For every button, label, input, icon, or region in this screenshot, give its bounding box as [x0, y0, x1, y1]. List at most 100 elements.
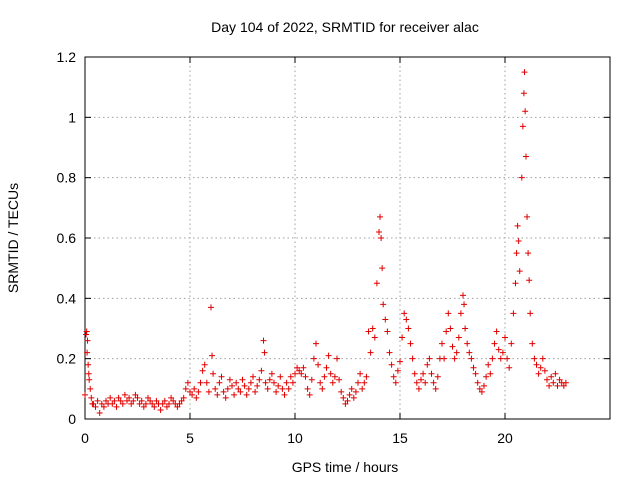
- data-point: [323, 364, 330, 371]
- data-point: [199, 367, 206, 374]
- data-point: [218, 373, 225, 380]
- data-point: [313, 340, 319, 347]
- data-point: [94, 397, 101, 404]
- data-point: [281, 391, 288, 398]
- data-point: [541, 367, 548, 374]
- data-point: [546, 382, 553, 389]
- data-point: [373, 280, 380, 287]
- data-point: [562, 379, 569, 386]
- data-point: [88, 394, 95, 401]
- data-point: [157, 406, 164, 413]
- data-point: [273, 388, 280, 395]
- data-point: [526, 277, 533, 284]
- data-point: [310, 355, 317, 362]
- data-point: [100, 403, 107, 410]
- data-point: [226, 376, 233, 383]
- data-point: [451, 355, 458, 362]
- data-point: [476, 385, 483, 392]
- x-tick-label: 0: [81, 430, 89, 446]
- data-point: [397, 358, 403, 365]
- data-point: [229, 382, 235, 389]
- data-point: [260, 337, 267, 344]
- data-point: [502, 334, 508, 341]
- data-point: [521, 69, 528, 76]
- data-point: [254, 382, 261, 389]
- data-point: [493, 328, 500, 335]
- data-point: [189, 391, 196, 398]
- data-point: [237, 388, 244, 395]
- data-point: [409, 355, 416, 362]
- data-point: [319, 385, 326, 392]
- data-point: [187, 388, 193, 395]
- data-point: [92, 403, 99, 410]
- data-point: [401, 310, 408, 317]
- data-point: [371, 334, 378, 341]
- y-axis-label: SRMTID / TECUs: [5, 183, 21, 293]
- data-point: [550, 379, 557, 386]
- data-point: [515, 238, 522, 245]
- data-point: [210, 370, 217, 377]
- data-point: [403, 316, 410, 323]
- data-point: [149, 400, 156, 407]
- data-point: [485, 361, 492, 368]
- data-point: [529, 340, 536, 347]
- data-point: [483, 373, 490, 380]
- data-point: [250, 373, 256, 380]
- data-point: [222, 394, 229, 401]
- data-point: [184, 379, 191, 386]
- data-point: [535, 370, 542, 377]
- data-point: [279, 385, 286, 392]
- data-point: [443, 328, 450, 335]
- data-point: [252, 388, 259, 395]
- data-point: [124, 397, 130, 404]
- data-point: [445, 310, 452, 317]
- data-point: [220, 388, 227, 395]
- chart-title: Day 104 of 2022, SRMTID for receiver ala…: [211, 19, 479, 35]
- x-axis-label: GPS time / hours: [292, 459, 399, 475]
- data-point: [434, 373, 441, 380]
- data-point: [487, 370, 494, 377]
- data-point: [390, 373, 397, 380]
- data-point: [86, 376, 93, 383]
- data-point: [386, 349, 393, 356]
- data-point: [513, 250, 520, 257]
- data-point: [327, 370, 334, 377]
- data-point: [415, 385, 422, 392]
- data-point: [365, 328, 372, 335]
- y-tick-label: 0.4: [57, 290, 77, 306]
- data-point: [342, 400, 349, 407]
- data-point: [239, 376, 246, 383]
- data-point: [556, 376, 563, 383]
- data-point: [548, 373, 555, 380]
- data-point: [352, 388, 359, 395]
- axis-ticks: 0 0.2 0.4 0.6 0.8 1 1.2 0 5 10 15 20: [57, 49, 610, 446]
- data-point: [296, 367, 303, 374]
- data-point: [138, 397, 145, 404]
- data-point: [321, 373, 328, 380]
- data-point: [285, 385, 292, 392]
- data-point: [478, 388, 485, 395]
- data-point: [430, 379, 437, 386]
- data-point: [115, 394, 122, 401]
- data-point: [300, 364, 307, 371]
- data-point: [264, 385, 271, 392]
- data-point: [514, 222, 521, 229]
- data-point: [405, 325, 412, 332]
- data-point: [491, 340, 498, 347]
- data-point: [497, 355, 504, 362]
- data-point: [283, 379, 290, 386]
- data-point: [258, 367, 265, 374]
- data-point: [298, 370, 305, 377]
- data-point: [455, 334, 462, 341]
- data-point: [121, 391, 128, 398]
- data-point: [117, 397, 124, 404]
- data-points: [82, 69, 569, 416]
- data-point: [205, 388, 212, 395]
- data-point: [289, 379, 296, 386]
- data-point: [85, 361, 92, 368]
- data-point: [506, 364, 513, 371]
- data-point: [499, 349, 506, 356]
- data-point: [426, 355, 433, 362]
- data-point: [103, 397, 109, 404]
